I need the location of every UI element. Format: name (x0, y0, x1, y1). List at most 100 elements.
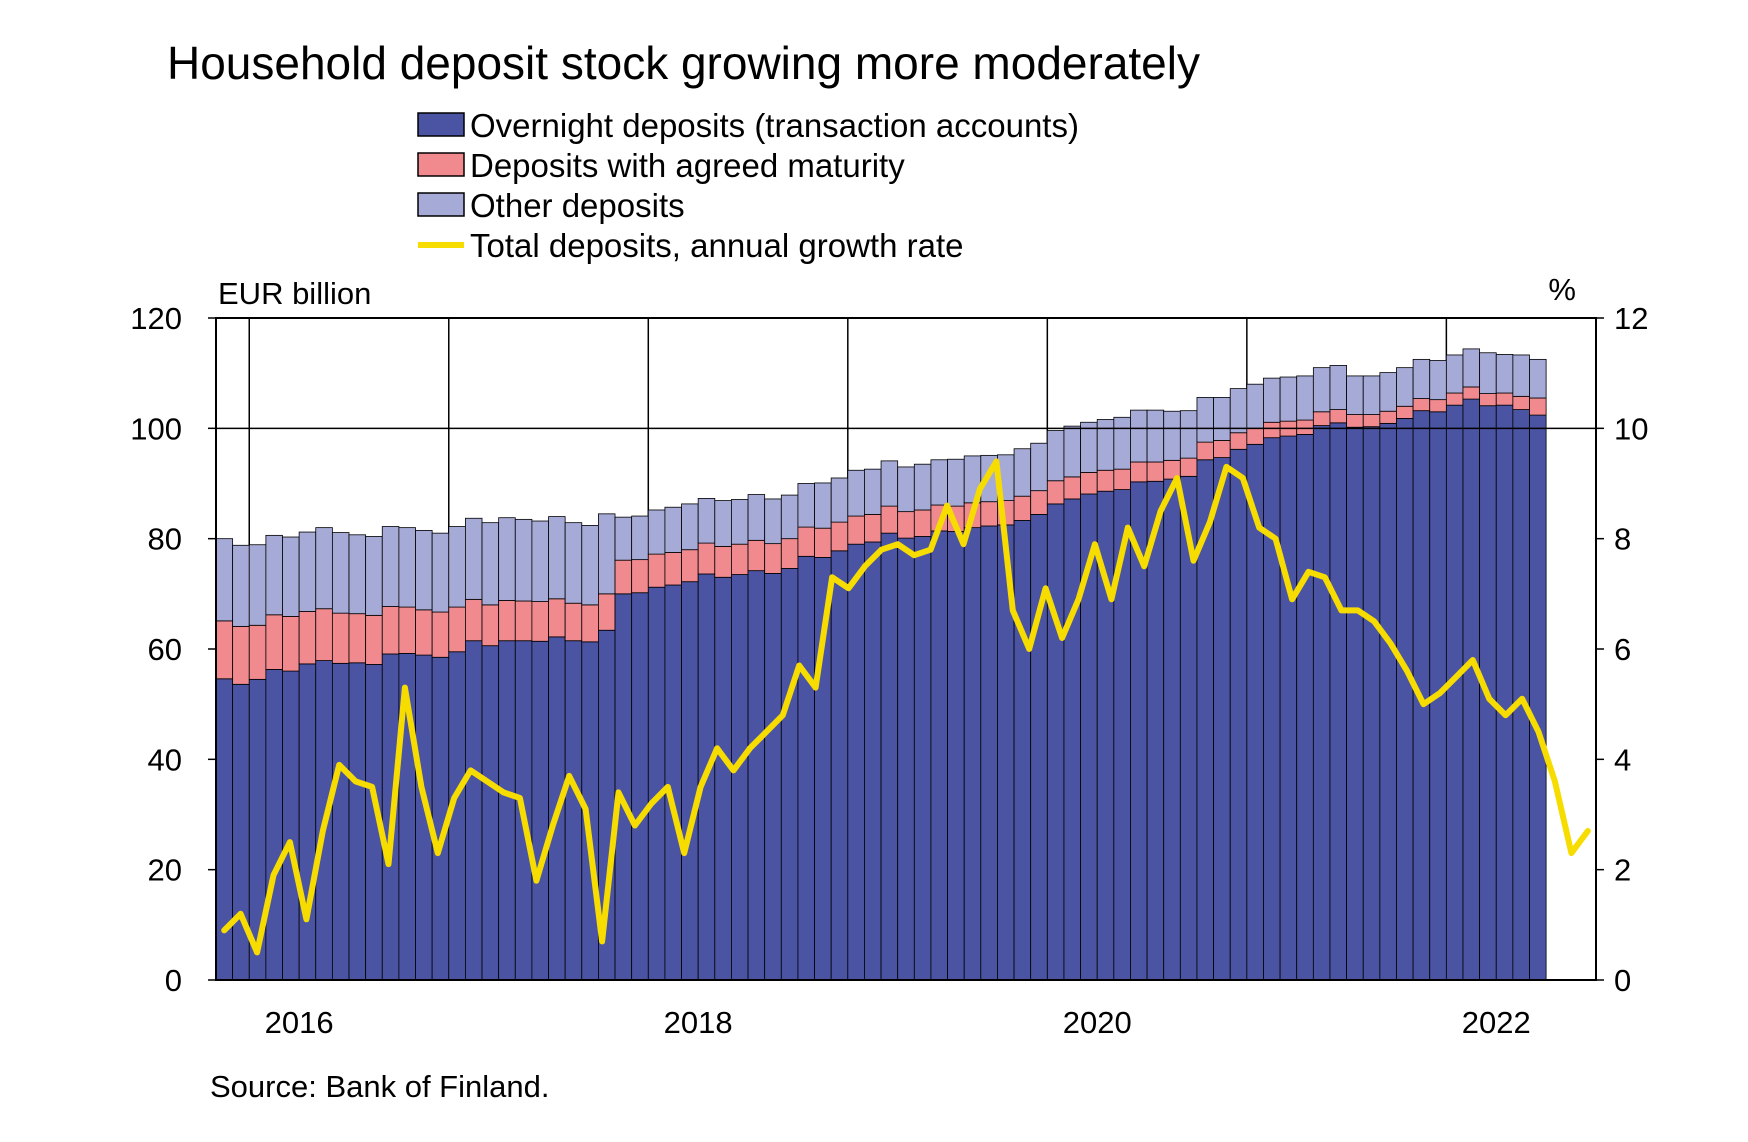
left-tick-label: 120 (130, 301, 182, 336)
bar-agreed (1030, 490, 1048, 515)
bar-agreed (1130, 461, 1148, 483)
bar-agreed (1379, 410, 1397, 424)
right-tick-label: 12 (1614, 301, 1648, 336)
left-tick-label: 60 (148, 632, 182, 667)
bar-agreed (331, 612, 350, 664)
bar-other (448, 526, 466, 608)
bar-agreed (464, 598, 483, 642)
bar-agreed (598, 593, 616, 631)
bar-overnight (1495, 404, 1514, 981)
bar-other (1130, 409, 1148, 463)
bar-agreed (980, 501, 998, 527)
bar-overnight (731, 574, 749, 981)
bar-overnight (531, 640, 549, 981)
bar-overnight (1030, 513, 1048, 981)
bar-other (1213, 397, 1231, 441)
bar-other (764, 498, 782, 545)
bar-overnight (614, 593, 633, 981)
bar-agreed (481, 604, 500, 647)
bar-other (315, 527, 333, 610)
bar-agreed (1462, 386, 1481, 400)
bar-other (1412, 358, 1431, 399)
bar-other (1529, 358, 1547, 399)
bar-other (232, 544, 250, 627)
bar-agreed (1196, 441, 1214, 461)
bar-overnight (714, 576, 732, 981)
bar-agreed (232, 625, 250, 685)
bar-overnight (282, 670, 300, 981)
bar-overnight (664, 584, 682, 981)
bar-other (797, 483, 815, 528)
bar-other (1445, 354, 1464, 394)
bar-overnight (780, 568, 799, 981)
bar-agreed (531, 601, 549, 642)
bar-agreed (664, 552, 682, 586)
bar-other (631, 515, 649, 561)
bar-other (1296, 375, 1314, 421)
bar-other (1030, 442, 1048, 492)
bar-other (814, 482, 832, 529)
bar-other (747, 494, 766, 541)
bar-other (947, 458, 965, 507)
bar-other (531, 520, 549, 602)
bar-other (1046, 430, 1065, 482)
bar-agreed (1229, 432, 1248, 450)
bar-overnight (564, 640, 583, 981)
x-tick-label: 2016 (265, 1005, 334, 1040)
bar-agreed (1013, 495, 1032, 521)
bar-overnight (348, 662, 367, 981)
bar-agreed (1263, 421, 1281, 439)
bar-other (1479, 352, 1497, 394)
bar-agreed (1312, 411, 1331, 426)
bar-other (298, 531, 317, 612)
bar-agreed (681, 549, 699, 583)
bar-agreed (298, 611, 317, 665)
bar-other (365, 536, 383, 616)
left-tick-label: 40 (148, 742, 182, 777)
bar-overnight (1362, 426, 1381, 981)
bar-agreed (448, 606, 466, 653)
legend-item-other: Other deposits (417, 187, 685, 224)
bar-other (498, 517, 516, 601)
bar-agreed (1213, 440, 1231, 458)
legend-swatch-overnight (417, 112, 465, 137)
bar-agreed (348, 613, 367, 664)
bar-agreed (764, 543, 782, 574)
bar-overnight (1213, 457, 1231, 981)
bar-other (431, 532, 450, 613)
source-note: Source: Bank of Finland. (210, 1069, 549, 1104)
bar-overnight (1396, 418, 1414, 981)
bar-overnight (681, 581, 699, 981)
bar-other (1396, 367, 1414, 407)
bar-other (664, 506, 682, 553)
bar-other (714, 500, 732, 547)
bar-agreed (265, 614, 283, 670)
bar-other (598, 513, 616, 595)
bar-agreed (847, 515, 865, 545)
bar-other (930, 459, 948, 506)
bar-agreed (880, 505, 899, 534)
bar-agreed (1412, 398, 1431, 412)
legend-swatch-other (417, 192, 465, 217)
bar-agreed (1479, 393, 1497, 407)
bar-other (913, 463, 932, 511)
bar-overnight (298, 663, 317, 981)
bar-overnight (764, 573, 782, 981)
right-axis-unit: % (1548, 272, 1576, 307)
bar-other (830, 477, 849, 523)
bar-agreed (1080, 472, 1098, 495)
bar-other (1379, 372, 1397, 412)
bar-overnight (897, 537, 915, 981)
bar-agreed (864, 513, 882, 543)
bar-agreed (1495, 392, 1514, 406)
bar-agreed (830, 521, 849, 552)
bar-agreed (1346, 414, 1364, 428)
bar-other (731, 499, 749, 545)
bar-overnight (631, 592, 649, 981)
bar-other (1362, 375, 1381, 415)
bar-overnight (1529, 414, 1547, 981)
bar-other (697, 497, 716, 544)
bar-other (282, 536, 300, 617)
bar-overnight (1445, 404, 1464, 981)
bar-other (398, 527, 416, 608)
